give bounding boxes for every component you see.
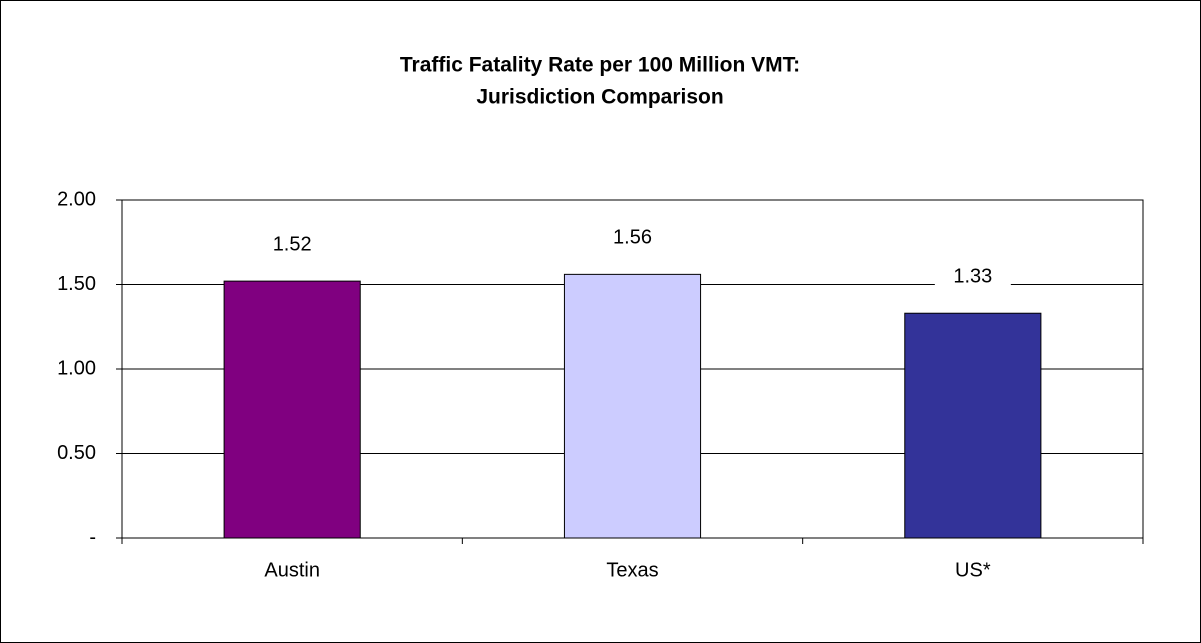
x-tick-label: US* [955, 559, 991, 581]
value-label-bg [254, 231, 331, 260]
value-label: 1.52 [273, 233, 312, 255]
y-tick-label: 2.00 [57, 188, 96, 210]
chart-title: Jurisdiction Comparison [476, 86, 723, 109]
y-tick-label: 1.50 [57, 273, 96, 295]
chart-title: Traffic Fatality Rate per 100 Million VM… [400, 54, 800, 77]
bar [904, 312, 1042, 539]
x-tick-label: Texas [606, 559, 658, 581]
x-tick-label: Austin [264, 559, 320, 581]
value-label-bg [594, 224, 671, 253]
bar [223, 280, 361, 539]
y-tick-label: 0.50 [57, 442, 96, 464]
bar [563, 273, 702, 539]
value-label: 1.56 [613, 227, 652, 249]
y-tick-label: 1.00 [57, 357, 96, 379]
y-tick-label: - [89, 526, 96, 548]
value-label-bg [934, 263, 1011, 292]
value-label: 1.33 [953, 266, 992, 288]
